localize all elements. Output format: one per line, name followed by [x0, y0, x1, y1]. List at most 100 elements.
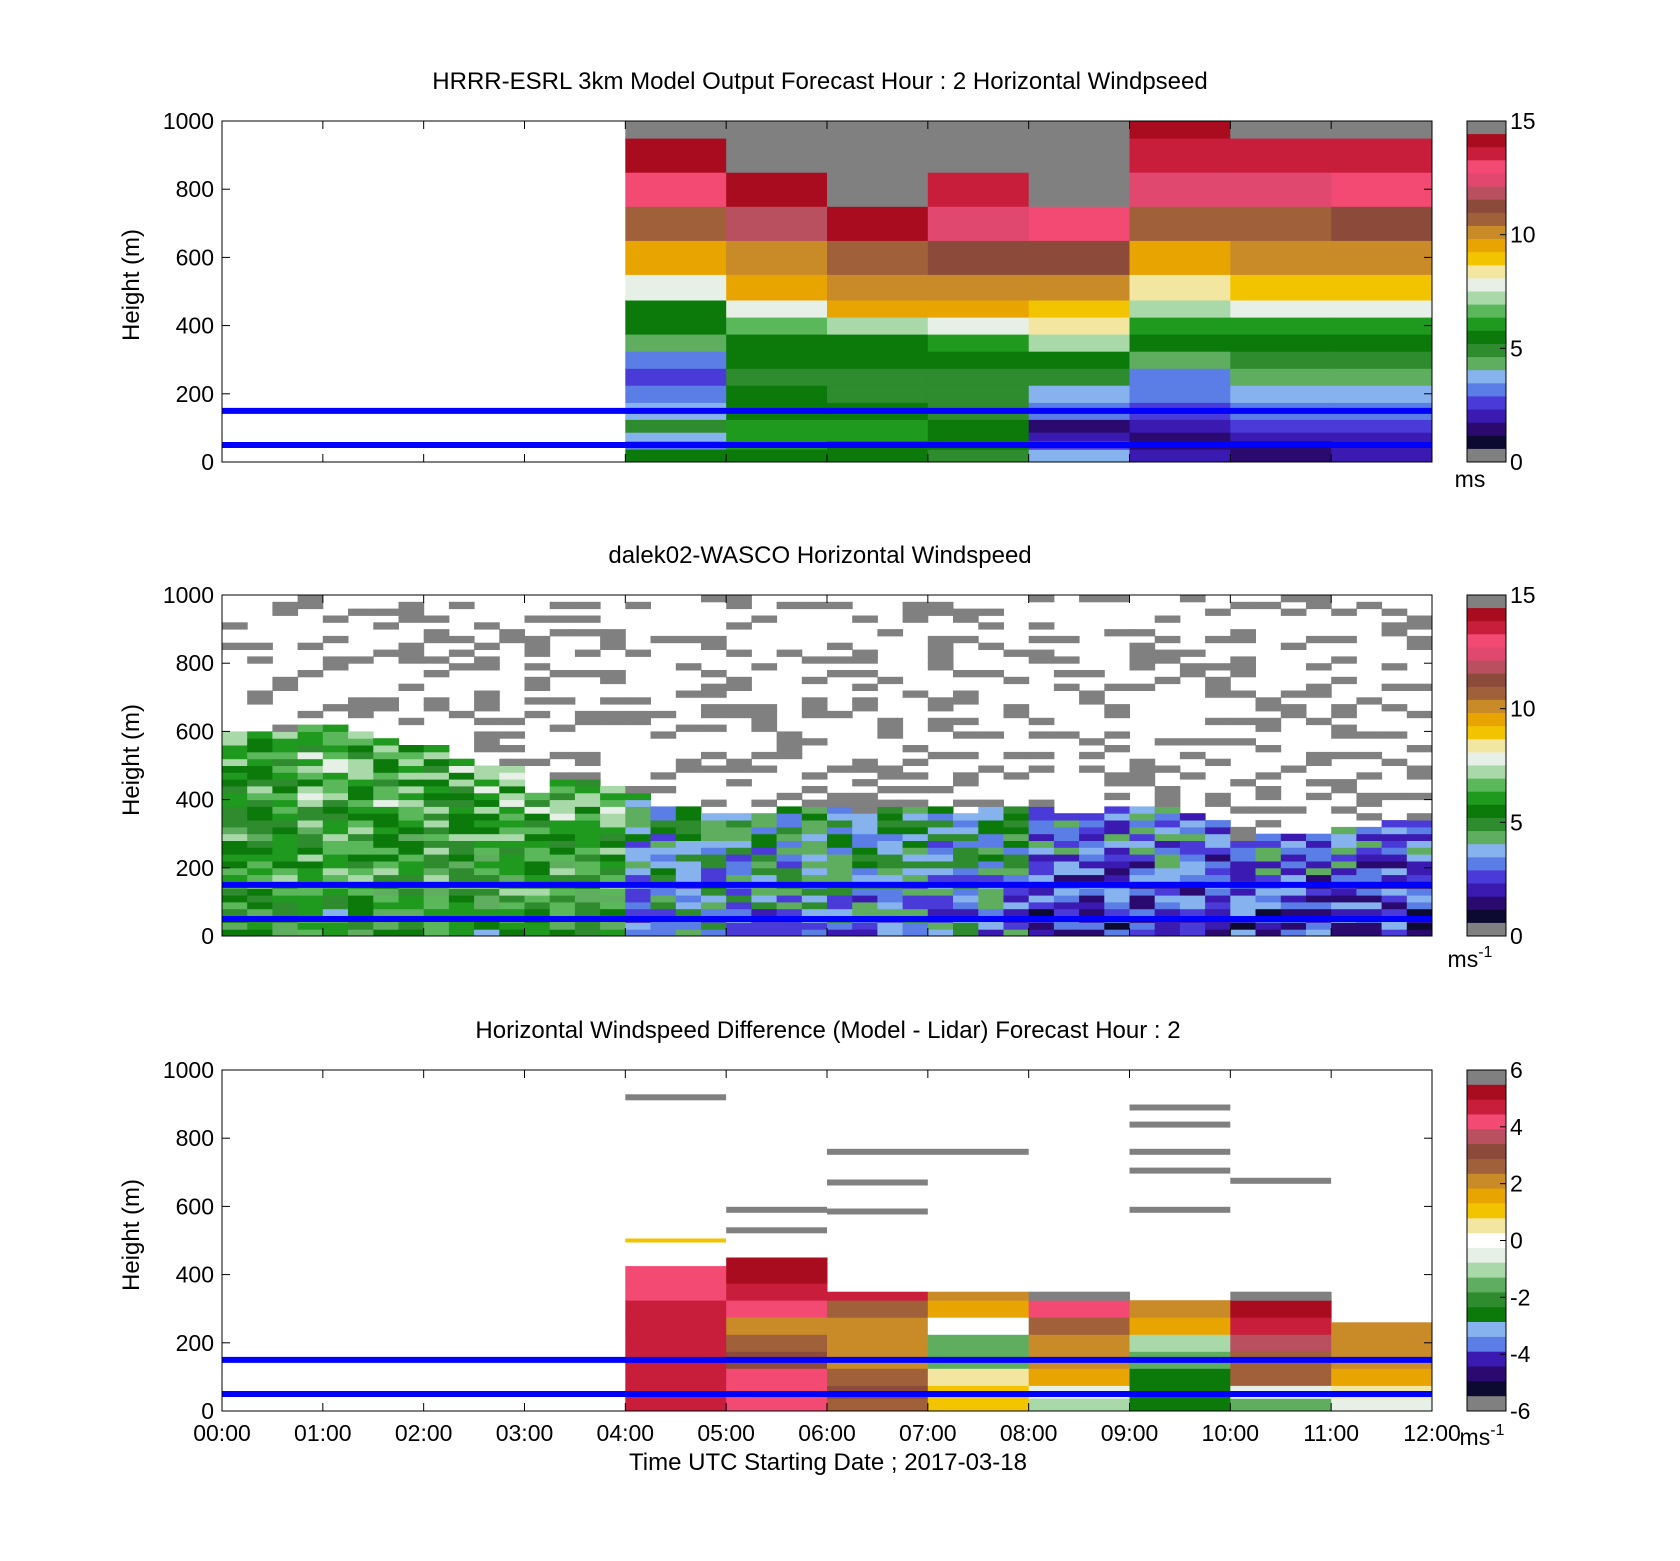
heatmap-cell [1331, 1398, 1433, 1412]
heatmap-cell [625, 874, 651, 882]
heatmap-cell [600, 676, 626, 685]
heatmap-cell [524, 929, 551, 937]
heatmap-cell [272, 826, 299, 835]
heatmap-cell [978, 608, 1004, 616]
heatmap-cell [297, 826, 324, 835]
heatmap-cell [877, 724, 904, 732]
heatmap-cell [751, 895, 778, 903]
heatmap-cell [322, 786, 349, 794]
heatmap-cell [801, 833, 828, 841]
heatmap-cell [247, 786, 273, 794]
heatmap-cell [373, 826, 399, 835]
heatmap-cell [1028, 138, 1130, 173]
heatmap-cell [1003, 867, 1030, 876]
heatmap-cell [247, 840, 273, 848]
y-tick-label: 800 [176, 176, 214, 202]
heatmap-cell [297, 786, 324, 794]
out-of-range-segment [827, 1179, 928, 1186]
heatmap-cell [927, 274, 1030, 301]
heatmap-cell [827, 922, 853, 930]
heatmap-cell [373, 738, 399, 746]
heatmap-cell [726, 138, 828, 173]
heatmap-cell [776, 820, 803, 828]
heatmap-cell [1205, 663, 1231, 671]
heatmap-cell [322, 929, 349, 937]
heatmap-cell [1129, 649, 1156, 657]
heatmap-cell [1331, 138, 1433, 173]
heatmap-cell [322, 922, 349, 930]
heatmap-cell [1255, 922, 1282, 930]
heatmap-cell [1205, 922, 1231, 930]
heatmap-cell [322, 867, 349, 876]
heatmap-cell [600, 826, 626, 835]
x-tick-label: 08:00 [1000, 1420, 1058, 1446]
colorbar-swatch [1467, 765, 1506, 780]
heatmap-cell [398, 758, 425, 766]
heatmap-cell [625, 449, 727, 463]
heatmap-cell [675, 929, 702, 937]
heatmap-cell [222, 806, 248, 814]
heatmap-cell [978, 642, 1004, 650]
heatmap-cell [1104, 895, 1130, 903]
heatmap-cell [574, 908, 601, 916]
heatmap-cell [1053, 929, 1080, 937]
heatmap-cell [222, 895, 248, 903]
heatmap-cell [474, 697, 500, 705]
heatmap-cell [499, 929, 525, 937]
heatmap-cell [1230, 901, 1256, 910]
heatmap-cell [600, 895, 626, 903]
heatmap-cell [499, 820, 525, 828]
heatmap-cell [297, 595, 324, 603]
out-of-range-segment [1129, 1148, 1231, 1155]
heatmap-cell [297, 724, 324, 732]
heatmap-cell [524, 642, 551, 650]
heatmap-cell [1306, 929, 1332, 937]
heatmap-cell [1104, 629, 1130, 637]
heatmap-cell [953, 670, 979, 678]
heatmap-cell [499, 765, 525, 773]
heatmap-cell [726, 1266, 828, 1284]
heatmap-cell [726, 895, 752, 903]
heatmap-cell [272, 601, 299, 610]
heatmap-cell [448, 874, 475, 882]
heatmap-cell [726, 854, 752, 862]
heatmap-cell [1154, 813, 1181, 821]
heatmap-cell [1255, 772, 1282, 780]
heatmap-cell [625, 799, 651, 807]
heatmap-cell [1028, 806, 1055, 814]
heatmap-cell [1331, 847, 1357, 855]
heatmap-cell [272, 922, 299, 930]
heatmap-cell [297, 738, 324, 746]
heatmap-cell [726, 710, 752, 719]
heatmap-cell [348, 820, 374, 828]
heatmap-cell [625, 1266, 727, 1284]
heatmap-cell [1028, 635, 1055, 644]
heatmap-cell [902, 772, 929, 780]
heatmap-cell [877, 895, 904, 903]
heatmap-cell [423, 826, 450, 835]
heatmap-cell [1104, 874, 1130, 882]
heatmap-cell [348, 731, 374, 739]
out-of-range-segment [726, 1206, 827, 1213]
colorbar-swatch [1467, 686, 1506, 701]
heatmap-cell [272, 731, 299, 739]
colorbar-swatch [1467, 278, 1506, 292]
heatmap-cell [877, 629, 904, 637]
colorbar-tick-label: 0 [1510, 449, 1523, 475]
heatmap-cell [322, 792, 349, 801]
heatmap-cell [1230, 629, 1256, 637]
heatmap-cell [1230, 867, 1256, 876]
heatmap-cell [448, 922, 475, 930]
heatmap-cell [675, 813, 702, 821]
x-tick-label: 12:00 [1403, 1420, 1461, 1446]
heatmap-cell [448, 806, 475, 814]
heatmap-cell [297, 929, 324, 937]
heatmap-cell [1154, 799, 1181, 807]
heatmap-cell [373, 922, 399, 930]
heatmap-cell [1079, 826, 1105, 835]
colorbar-swatch [1467, 173, 1506, 188]
out-of-range-segment [726, 1227, 827, 1234]
heatmap-cell [827, 765, 853, 773]
heatmap-cell [247, 901, 273, 910]
heatmap-cell [423, 772, 450, 780]
